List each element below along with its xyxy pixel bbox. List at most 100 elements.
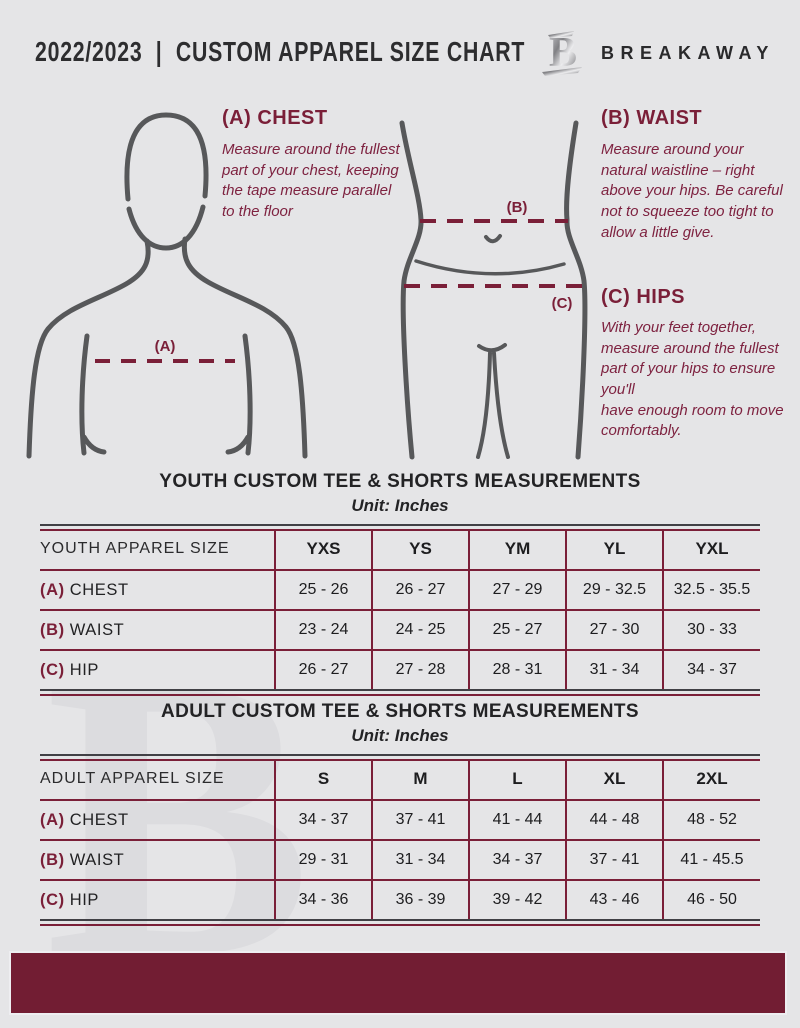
left-armpit-flick bbox=[81, 434, 107, 455]
right-armpit-line bbox=[242, 333, 253, 456]
size-header: YS bbox=[371, 529, 470, 571]
youth-table-title: YOUTH CUSTOM TEE & SHORTS MEASUREMENTS bbox=[159, 471, 641, 492]
row-label-prefix: (B) bbox=[40, 620, 65, 639]
table-row: (B) WAIST 23 - 24 24 - 25 25 - 27 27 - 30… bbox=[40, 609, 760, 651]
right-body-outline bbox=[564, 120, 588, 460]
cell-value: 25 - 27 bbox=[468, 609, 567, 651]
cell-value: 27 - 29 bbox=[468, 569, 567, 611]
size-header: S bbox=[274, 759, 373, 801]
row-label-text: WAIST bbox=[69, 850, 125, 869]
size-header: L bbox=[468, 759, 567, 801]
cell-value: 28 - 31 bbox=[468, 649, 567, 689]
row-label-text: WAIST bbox=[69, 620, 125, 639]
cell-value: 46 - 50 bbox=[662, 879, 760, 919]
row-label-text: HIP bbox=[69, 660, 100, 679]
table-header-row: ADULT APPAREL SIZE S M L XL 2XL bbox=[40, 759, 760, 801]
size-column-label: YOUTH APPAREL SIZE bbox=[40, 529, 276, 571]
waist-marker-label: (B) bbox=[507, 199, 528, 216]
cell-value: 32.5 - 35.5 bbox=[662, 569, 760, 611]
size-header: YL bbox=[565, 529, 664, 571]
size-header: M bbox=[371, 759, 470, 801]
table-row: (C) HIP 34 - 36 36 - 39 39 - 42 43 - 46 4… bbox=[40, 879, 760, 919]
left-armpit-line bbox=[79, 333, 90, 456]
row-label-prefix: (A) bbox=[40, 580, 65, 599]
head-outline bbox=[124, 112, 209, 202]
chin-outline bbox=[126, 204, 206, 251]
cell-value: 29 - 32.5 bbox=[565, 569, 664, 611]
waist-heading: (B) WAIST bbox=[601, 107, 703, 129]
table-bottom-rule bbox=[40, 689, 760, 696]
table-top-rule bbox=[40, 524, 760, 531]
left-shoulder-arm bbox=[26, 238, 151, 459]
left-inner-leg bbox=[476, 351, 492, 459]
row-label: (B) WAIST bbox=[40, 839, 276, 881]
table-bottom-rule bbox=[40, 919, 760, 926]
table-row: (A) CHEST 25 - 26 26 - 27 27 - 29 29 - 32… bbox=[40, 569, 760, 611]
brand-logo-icon: B bbox=[542, 30, 582, 76]
cell-value: 37 - 41 bbox=[565, 839, 664, 881]
cell-value: 34 - 37 bbox=[662, 649, 760, 689]
chest-heading: (A) CHEST bbox=[222, 107, 328, 129]
size-header: XL bbox=[565, 759, 664, 801]
size-header: 2XL bbox=[662, 759, 760, 801]
navel-mark bbox=[484, 234, 502, 244]
cell-value: 34 - 36 bbox=[274, 879, 373, 919]
adult-table-unit: Unit: Inches bbox=[351, 726, 449, 745]
row-label: (C) HIP bbox=[40, 879, 276, 919]
cell-value: 41 - 45.5 bbox=[662, 839, 760, 881]
size-header: YM bbox=[468, 529, 567, 571]
hips-marker-label: (C) bbox=[552, 295, 573, 312]
youth-table-unit: Unit: Inches bbox=[351, 496, 449, 515]
size-header: YXS bbox=[274, 529, 373, 571]
cell-value: 25 - 26 bbox=[274, 569, 373, 611]
right-inner-leg bbox=[492, 351, 510, 459]
cell-value: 26 - 27 bbox=[274, 649, 373, 689]
cell-value: 36 - 39 bbox=[371, 879, 470, 919]
size-column-label: ADULT APPAREL SIZE bbox=[40, 759, 276, 801]
table-top-rule bbox=[40, 754, 760, 761]
cell-value: 23 - 24 bbox=[274, 609, 373, 651]
cell-value: 27 - 30 bbox=[565, 609, 664, 651]
right-shoulder-arm bbox=[181, 236, 308, 459]
size-header: YXL bbox=[662, 529, 760, 571]
cell-value: 27 - 28 bbox=[371, 649, 470, 689]
upper-body-figure: (A) bbox=[26, 112, 308, 459]
cell-value: 24 - 25 bbox=[371, 609, 470, 651]
cell-value: 43 - 46 bbox=[565, 879, 664, 919]
row-label-text: CHEST bbox=[69, 810, 129, 829]
hip-curve bbox=[414, 259, 566, 276]
hips-description: With your feet together, measure around … bbox=[601, 319, 784, 440]
cell-value: 30 - 33 bbox=[662, 609, 760, 651]
row-label: (C) HIP bbox=[40, 649, 276, 689]
cell-value: 34 - 37 bbox=[274, 799, 373, 841]
youth-size-table: YOUTH APPAREL SIZE YXS YS YM YL YXL (A) C… bbox=[40, 524, 760, 696]
cell-value: 31 - 34 bbox=[565, 649, 664, 689]
cell-value: 41 - 44 bbox=[468, 799, 567, 841]
cell-value: 31 - 34 bbox=[371, 839, 470, 881]
row-label-prefix: (A) bbox=[40, 810, 65, 829]
cell-value: 44 - 48 bbox=[565, 799, 664, 841]
table-row: (B) WAIST 29 - 31 31 - 34 34 - 37 37 - 41… bbox=[40, 839, 760, 881]
adult-table-title: ADULT CUSTOM TEE & SHORTS MEASUREMENTS bbox=[161, 701, 639, 722]
row-label: (A) CHEST bbox=[40, 569, 276, 611]
row-label-text: HIP bbox=[69, 890, 100, 909]
logo-top-slash bbox=[548, 31, 574, 38]
logo-bottom-swoosh bbox=[542, 67, 582, 76]
table-row: (C) HIP 26 - 27 27 - 28 28 - 31 31 - 34 3… bbox=[40, 649, 760, 689]
row-label: (B) WAIST bbox=[40, 609, 276, 651]
lower-body-figure: (B) (C) bbox=[399, 120, 588, 460]
row-label-text: CHEST bbox=[69, 580, 129, 599]
chest-marker-label: (A) bbox=[155, 338, 176, 355]
table-header-row: YOUTH APPAREL SIZE YXS YS YM YL YXL bbox=[40, 529, 760, 571]
row-label-prefix: (B) bbox=[40, 850, 65, 869]
right-armpit-flick bbox=[225, 434, 251, 455]
row-label-prefix: (C) bbox=[40, 890, 65, 909]
cell-value: 48 - 52 bbox=[662, 799, 760, 841]
crotch-curve bbox=[477, 343, 507, 353]
adult-size-table: ADULT APPAREL SIZE S M L XL 2XL (A) CHEST… bbox=[40, 754, 760, 926]
hips-heading: (C) HIPS bbox=[601, 286, 685, 308]
cell-value: 37 - 41 bbox=[371, 799, 470, 841]
cell-value: 39 - 42 bbox=[468, 879, 567, 919]
left-body-outline bbox=[399, 120, 424, 460]
